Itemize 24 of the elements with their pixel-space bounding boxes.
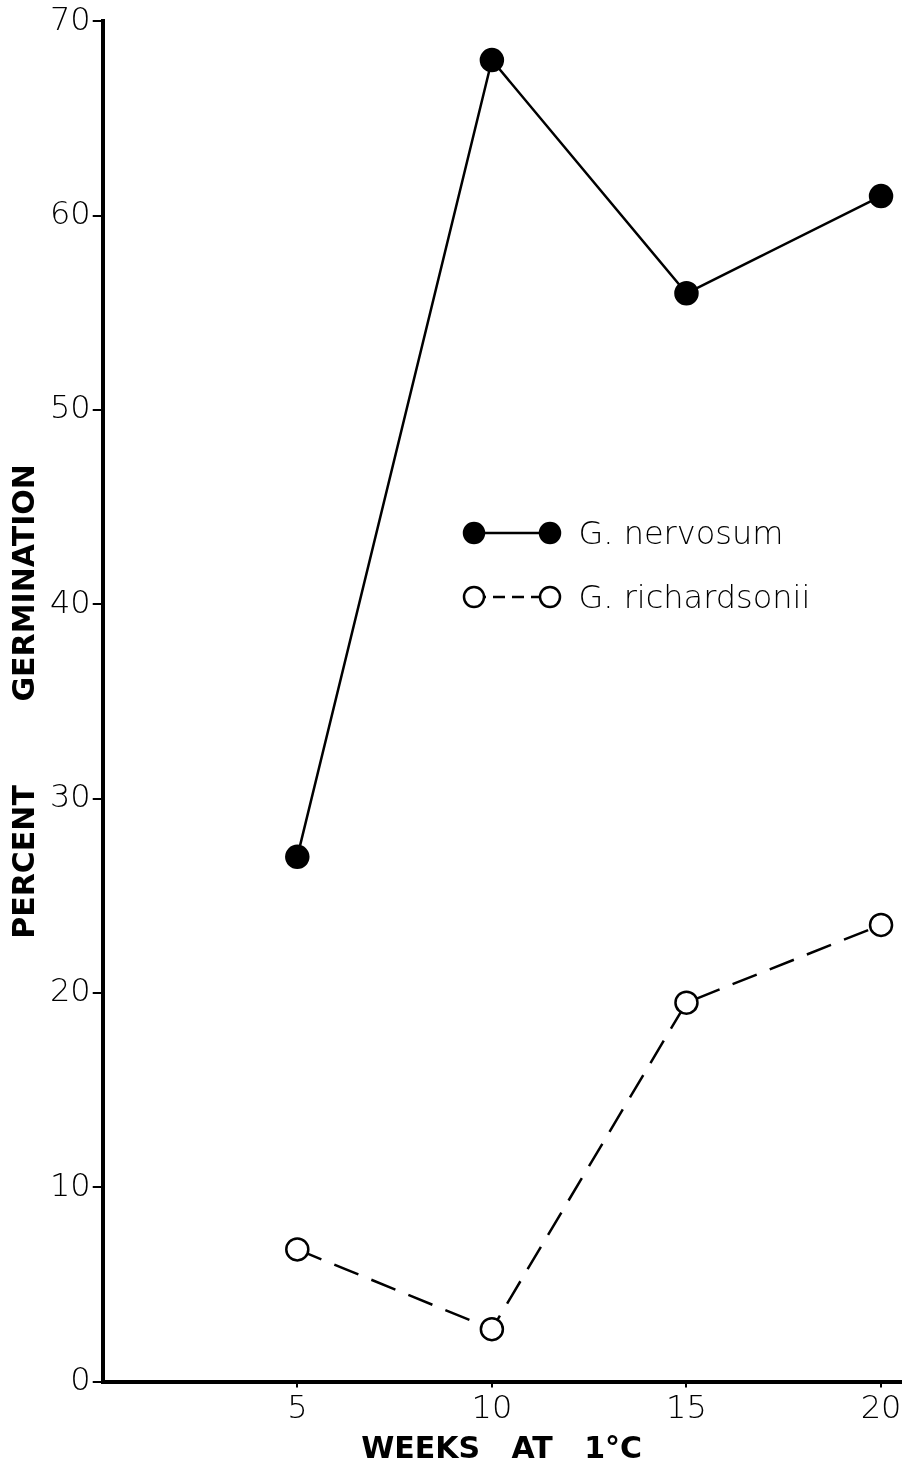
legend-label: G. nervosum: [578, 514, 784, 553]
x-tick-label: 5: [287, 1388, 308, 1427]
y-tick-label: 50: [50, 388, 91, 427]
point: [674, 990, 699, 1015]
point: [674, 281, 699, 306]
point: [479, 47, 505, 73]
y-tick-label: 60: [50, 193, 91, 232]
point: [285, 844, 310, 870]
y-tick-label: 0: [70, 1359, 91, 1398]
point: [868, 183, 894, 209]
point: [479, 1316, 505, 1342]
x-tick-label: 20: [860, 1388, 902, 1427]
point: [868, 912, 894, 938]
y-tick-label: 70: [50, 0, 91, 38]
y-tick-label: 10: [50, 1165, 91, 1204]
y-tick-label: 20: [50, 971, 91, 1010]
x-tick-label: 15: [666, 1388, 707, 1427]
y-tick-label: 30: [50, 776, 91, 815]
legend-label: G. richardsonii: [578, 578, 811, 617]
x-axis-title: WEEKS AT 1°C: [361, 1429, 643, 1465]
y-axis-title: PERCENT GERMINATION: [5, 464, 41, 939]
point: [285, 1237, 310, 1262]
x-tick-label: 10: [471, 1388, 513, 1427]
y-tick-label: 40: [50, 582, 91, 621]
